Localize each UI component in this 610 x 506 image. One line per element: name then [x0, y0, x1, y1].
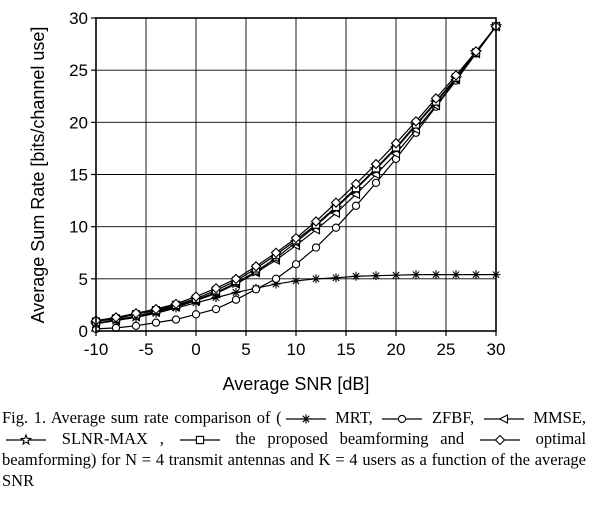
x-tick-label: 25 [437, 340, 456, 359]
data-point [231, 295, 241, 304]
data-point [251, 285, 261, 294]
data-point [391, 270, 401, 280]
x-ticks: -10 -5 0 5 10 15 20 25 30 [84, 331, 506, 359]
data-point [370, 158, 382, 170]
data-point [351, 271, 361, 281]
data-point [250, 261, 262, 272]
legend-zfbf-label: ZFBF, [431, 408, 475, 427]
legend-proposed-symbol [179, 436, 220, 445]
legend-proposed-label: the proposed beamforming and [235, 429, 465, 448]
figure-caption: Fig. 1. Average sum rate comparison of (… [2, 407, 586, 491]
data-point [331, 273, 341, 283]
series-diamond [90, 21, 502, 326]
legend-optimal-label: optimal beamforming) for N = 4 transmit … [2, 429, 587, 490]
y-tick-label: 30 [69, 9, 88, 28]
caption-prefix: Fig. 1. Average sum rate comparison of ( [2, 408, 282, 427]
data-point [311, 274, 321, 284]
x-tick-label: 0 [191, 340, 200, 359]
data-point [451, 270, 461, 280]
data-point [191, 310, 201, 319]
data-point [471, 270, 481, 280]
data-point [430, 93, 442, 104]
data-point [270, 247, 282, 259]
x-tick-label: 10 [287, 340, 306, 359]
y-tick-label: 25 [69, 61, 88, 80]
y-tick-label: 5 [79, 270, 88, 289]
data-point [230, 273, 242, 285]
data-point [431, 270, 441, 280]
legend-mrt-symbol [285, 414, 326, 424]
y-tick-label: 20 [69, 113, 88, 132]
series-circle [91, 22, 501, 334]
data-point [190, 291, 202, 302]
data-point [351, 201, 361, 210]
chart: -10 -5 0 5 10 15 20 25 30 0 5 10 15 20 25 30 Average S… [28, 9, 506, 394]
data-point [350, 178, 362, 190]
legend-mrt-label: MRT, [335, 408, 373, 427]
data-point [171, 315, 181, 324]
data-point [371, 178, 381, 187]
x-tick-label: -5 [138, 340, 153, 359]
data-point [231, 287, 241, 297]
data-point [291, 260, 301, 269]
grid [96, 18, 496, 331]
plot-frame [95, 17, 497, 332]
x-tick-label: 15 [337, 340, 356, 359]
data-point [271, 274, 281, 283]
x-tick-label: 5 [241, 340, 250, 359]
x-tick-label: 20 [387, 340, 406, 359]
data-point [411, 270, 421, 280]
data-point [151, 318, 161, 327]
data-point [110, 312, 122, 323]
data-point [390, 137, 402, 149]
data-point [150, 303, 162, 315]
legend-zfbf-symbol [382, 415, 423, 424]
legend-mmse-label: MMSE, [533, 408, 587, 427]
data-point [210, 282, 222, 294]
legend-mmse-symbol [483, 414, 524, 425]
data-point [330, 197, 342, 208]
data-point [290, 232, 302, 244]
legend-slnr-symbol [6, 433, 46, 446]
data-point [410, 116, 422, 127]
data-point [331, 223, 341, 232]
y-tick-label: 15 [69, 166, 88, 185]
data-point [130, 307, 142, 319]
legend-slnr-label: SLNR-MAX , [61, 429, 164, 448]
series-layer [89, 19, 503, 334]
data-point [310, 216, 322, 227]
y-ticks: 0 5 10 15 20 25 30 [69, 9, 96, 341]
x-axis-label: Average SNR [dB] [223, 374, 370, 394]
x-tick-label: 30 [487, 340, 506, 359]
data-point [211, 304, 221, 314]
data-point [291, 276, 301, 286]
y-axis-label: Average Sum Rate [bits/channel use] [28, 27, 48, 324]
data-point [450, 70, 462, 81]
data-point [311, 243, 321, 252]
legend-optimal-symbol [479, 434, 520, 446]
data-point [131, 321, 141, 330]
y-tick-label: 10 [69, 218, 88, 237]
y-tick-label: 0 [79, 322, 88, 341]
x-tick-label: -10 [84, 340, 109, 359]
data-point [470, 46, 482, 57]
data-point [371, 271, 381, 281]
data-point [170, 298, 182, 310]
